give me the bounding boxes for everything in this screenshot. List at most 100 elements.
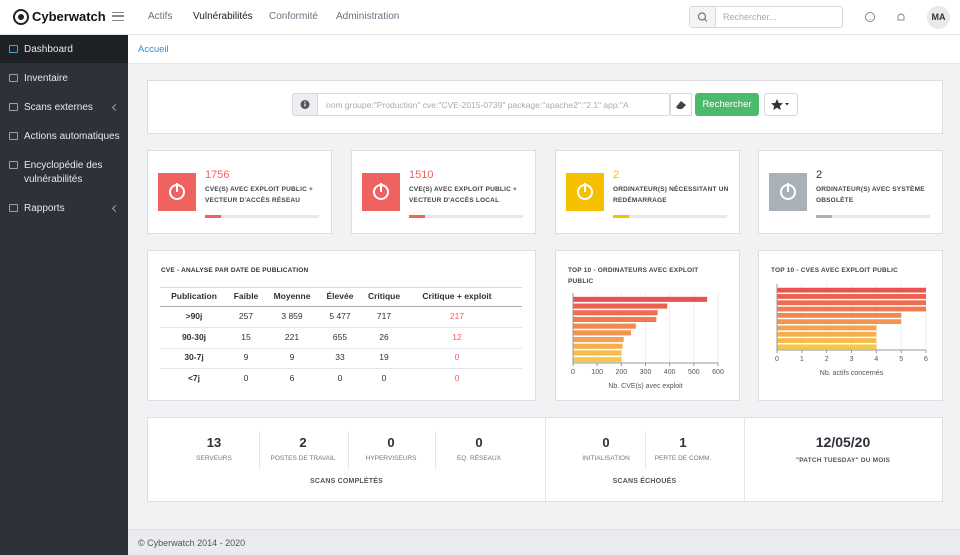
scan-label: SERVEURS bbox=[196, 455, 232, 462]
card-icon bbox=[158, 173, 196, 211]
help-icon[interactable] bbox=[864, 11, 876, 23]
favorites-button[interactable] bbox=[764, 93, 798, 116]
scan-label: POSTES DE TRAVAIL bbox=[270, 455, 336, 462]
divider bbox=[545, 418, 546, 501]
table-cell: 0 bbox=[381, 372, 387, 383]
sidebar-icon bbox=[9, 74, 18, 82]
table-cell: 0 bbox=[454, 372, 460, 383]
sidebar-item[interactable]: Dashboard bbox=[24, 44, 73, 55]
bar bbox=[573, 337, 624, 343]
x-axis-label: Nb. CVE(s) avec exploit bbox=[608, 383, 682, 390]
sidebar: Dashboard Inventaire Scans externes Acti… bbox=[0, 35, 128, 555]
chart-panel: TOP 10 - ORDINATEURS AVEC EXPLOIT PUBLIC… bbox=[555, 250, 740, 401]
sidebar-icon bbox=[9, 103, 18, 111]
bar bbox=[777, 306, 926, 312]
card-value: 1510 bbox=[409, 169, 434, 181]
progress-fill bbox=[205, 215, 221, 218]
sidebar-icon bbox=[9, 204, 18, 212]
caption: SCANS COMPLÉTÉS bbox=[309, 478, 383, 485]
table-cell: 9 bbox=[289, 352, 295, 362]
x-tick-label: 0 bbox=[571, 369, 575, 376]
scan-count: 0 bbox=[475, 435, 483, 450]
icon-glyph bbox=[780, 183, 796, 200]
table-cell: 717 bbox=[376, 311, 392, 321]
card-icon bbox=[362, 173, 400, 211]
bar bbox=[573, 330, 631, 336]
table-cell: 6 bbox=[289, 372, 295, 383]
breadcrumb[interactable]: Accueil bbox=[138, 44, 169, 55]
divider bbox=[744, 418, 745, 501]
icon-glyph bbox=[373, 183, 389, 200]
stat-card: 1510 CVE(S) AVEC EXPLOIT PUBLIC + VECTEUR… bbox=[351, 150, 536, 234]
row-header: 90-30j bbox=[181, 331, 207, 342]
bar bbox=[573, 316, 657, 322]
bar bbox=[777, 325, 877, 331]
notification-icon[interactable] bbox=[895, 11, 907, 23]
scans-panel: SCANS COMPLÉTÉS SCANS ÉCHOUÉS 12/05/20 "… bbox=[147, 417, 943, 502]
breadcrumb-bar: Accueil bbox=[128, 35, 960, 64]
bar bbox=[777, 287, 926, 293]
divider bbox=[435, 431, 436, 469]
info-icon bbox=[293, 94, 318, 115]
search-box[interactable]: Rechercher... bbox=[689, 6, 843, 28]
scan-label: EQ. RÉSEAUX bbox=[456, 455, 502, 462]
scan-count: 2 bbox=[299, 435, 307, 450]
scan-count: 1 bbox=[679, 435, 687, 450]
progress-track bbox=[816, 215, 930, 218]
table-rule bbox=[160, 347, 522, 349]
x-tick-label: 3 bbox=[850, 356, 854, 363]
divider bbox=[259, 431, 260, 469]
chart-title: TOP 10 - ORDINATEURS AVEC EXPLOIT PUBLIC bbox=[568, 267, 699, 285]
column-header: Publication bbox=[171, 291, 217, 301]
card-label: CVE(S) AVEC EXPLOIT PUBLIC + VECTEUR D'A… bbox=[205, 186, 313, 204]
column-header: Faible bbox=[233, 291, 259, 301]
top-bar: Cyberwatch Actifs Vulnérabilités Conform… bbox=[0, 0, 960, 35]
column-header: Moyenne bbox=[273, 291, 311, 301]
sidebar-item[interactable]: Encyclopédie des vulnérabilités bbox=[24, 160, 103, 185]
nav-link[interactable]: Vulnérabilités bbox=[193, 11, 253, 22]
bar bbox=[777, 338, 877, 343]
chevron bbox=[111, 204, 120, 213]
card-value: 2 bbox=[816, 169, 823, 181]
nav-link[interactable]: Conformité bbox=[269, 11, 318, 22]
menu-toggle[interactable] bbox=[112, 12, 124, 21]
bar bbox=[573, 350, 622, 356]
column-header: Critique bbox=[367, 291, 401, 301]
x-tick-label: 300 bbox=[640, 369, 652, 376]
sidebar-item[interactable]: Inventaire bbox=[24, 73, 68, 84]
card-value: 1756 bbox=[205, 169, 230, 181]
sidebar-item[interactable]: Scans externes bbox=[24, 102, 93, 113]
scan-count: 0 bbox=[602, 435, 610, 450]
sidebar-item[interactable]: Actions automatiques bbox=[24, 131, 120, 142]
clear-button[interactable] bbox=[670, 93, 692, 116]
bar bbox=[573, 303, 668, 309]
search-button[interactable]: Rechercher bbox=[695, 93, 759, 116]
avatar[interactable]: MA bbox=[927, 6, 950, 29]
table-cell: 26 bbox=[379, 331, 389, 342]
progress-track bbox=[205, 215, 319, 218]
table-cell: 12 bbox=[452, 331, 462, 342]
bar bbox=[777, 331, 877, 337]
scan-label: INITIALISATION bbox=[582, 455, 630, 462]
x-tick-label: 5 bbox=[899, 356, 903, 363]
scan-count: 0 bbox=[387, 435, 395, 450]
query-input[interactable]: nom groupe:"Production" cve:"CVE-2015-07… bbox=[292, 93, 670, 116]
table-cell: 3 859 bbox=[281, 311, 303, 321]
table-cell: 655 bbox=[332, 331, 348, 342]
bar bbox=[777, 294, 926, 299]
x-tick-label: 600 bbox=[712, 369, 724, 376]
nav-link[interactable]: Actifs bbox=[148, 11, 173, 22]
logo bbox=[13, 9, 29, 25]
search-panel: nom groupe:"Production" cve:"CVE-2015-07… bbox=[147, 80, 943, 134]
scan-label: PERTE DE COMM. bbox=[654, 455, 712, 462]
sidebar-item[interactable]: Rapports bbox=[24, 203, 65, 214]
table-cell: 19 bbox=[379, 352, 389, 362]
nav-link[interactable]: Administration bbox=[336, 11, 400, 22]
patch-date: 12/05/20 bbox=[815, 434, 871, 450]
table-rule bbox=[160, 306, 522, 307]
panel-title: CVE - ANALYSE PAR DATE DE PUBLICATION bbox=[161, 267, 309, 274]
caption: SCANS ÉCHOUÉS bbox=[612, 478, 677, 485]
row-header: >90j bbox=[185, 311, 203, 321]
progress-track bbox=[613, 215, 727, 218]
